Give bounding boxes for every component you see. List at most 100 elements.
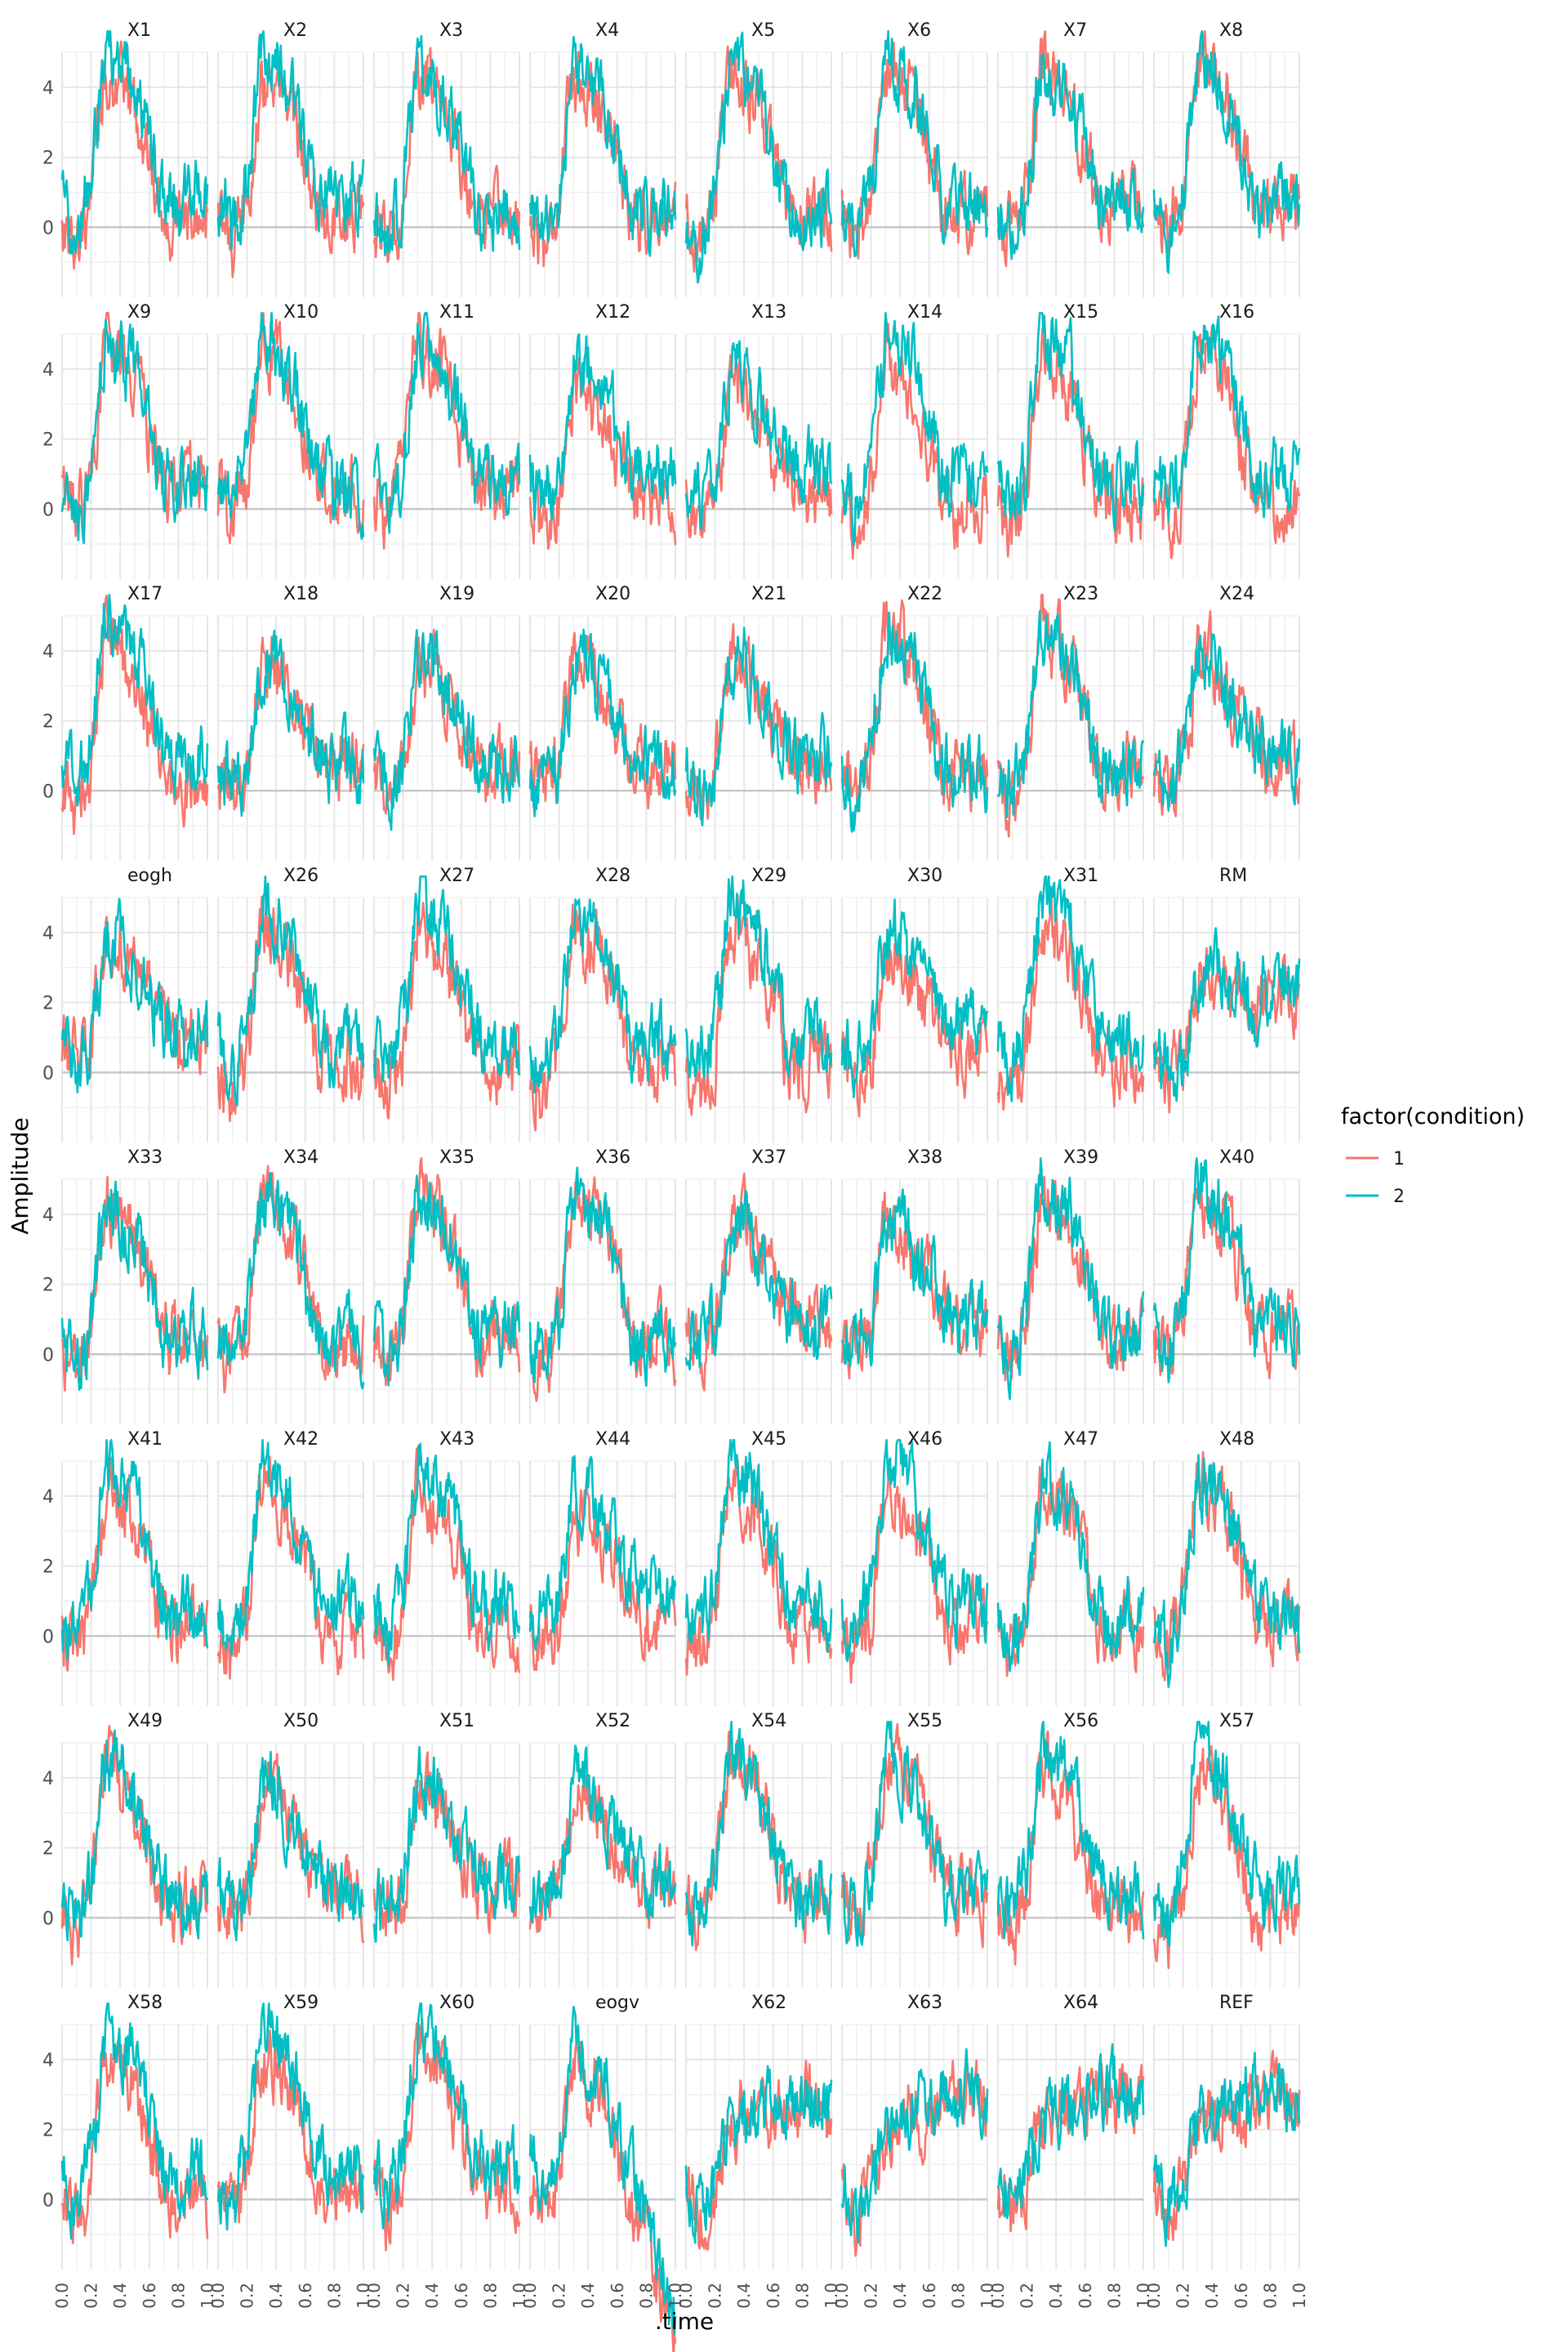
strip-label: X55 xyxy=(907,1711,942,1731)
x-axis-title: .time xyxy=(655,2308,714,2335)
facet-panel-X64 xyxy=(997,2024,1144,2270)
series-line-2-X59 xyxy=(216,2002,365,2231)
series-line-1-REF xyxy=(1152,2049,1301,2242)
series-line-2-X18 xyxy=(216,629,365,817)
series-line-2-eogh xyxy=(60,898,209,1094)
x-tick-label: 1.0 xyxy=(1134,2283,1153,2309)
x-tick-label: 0.0 xyxy=(208,2283,228,2309)
x-tick-label: 0.2 xyxy=(550,2283,569,2309)
series-line-2-X5 xyxy=(684,31,833,284)
series-line-2-X20 xyxy=(528,628,677,817)
y-tick-label: 4 xyxy=(42,642,54,662)
series-line-2-X4 xyxy=(528,35,677,257)
series-line-2-X64 xyxy=(996,2042,1145,2220)
strip-label: X6 xyxy=(907,20,931,41)
x-tick-label: 0.6 xyxy=(140,2283,159,2309)
strip-label: X2 xyxy=(283,20,307,41)
series-line-2-X26 xyxy=(216,875,365,1107)
series-line-2-X9 xyxy=(60,318,209,545)
series-line-2-X19 xyxy=(372,629,521,831)
series-line-2-X40 xyxy=(1152,1157,1301,1383)
strip-label: X11 xyxy=(439,302,474,323)
series-line-1-X3 xyxy=(372,47,521,264)
series-line-1-X43 xyxy=(372,1447,521,1682)
series-line-2-X48 xyxy=(1152,1454,1301,1688)
series-line-2-X55 xyxy=(840,1721,989,1947)
x-tick-label: 0.6 xyxy=(1076,2283,1095,2309)
strip-label: X34 xyxy=(283,1147,318,1168)
strip-label: X10 xyxy=(283,302,318,323)
x-tick-label: 1.0 xyxy=(822,2283,841,2309)
facet-panel-X36 xyxy=(529,1178,676,1424)
strip-label: X59 xyxy=(283,1993,318,2013)
series-line-2-X29 xyxy=(684,875,833,1080)
x-tick-label: 0.2 xyxy=(862,2283,881,2309)
x-tick-label: 0.4 xyxy=(110,2283,130,2309)
y-tick-label: 2 xyxy=(42,430,54,451)
series-line-1-X12 xyxy=(528,356,677,550)
strip-label: X60 xyxy=(439,1993,474,2013)
series-line-2-X1 xyxy=(60,29,209,255)
strip-label: X13 xyxy=(751,302,786,323)
strip-label: X15 xyxy=(1063,302,1098,323)
x-tick-label: 0.6 xyxy=(452,2283,471,2309)
series-line-2-X13 xyxy=(684,340,833,531)
strip-label: X64 xyxy=(1063,1993,1098,2013)
x-tick-label: 1.0 xyxy=(354,2283,373,2309)
x-tick-label: 0.2 xyxy=(82,2283,101,2309)
series-line-1-X44 xyxy=(528,1482,677,1672)
facet-panel-X41 xyxy=(61,1460,208,1706)
series-line-2-X44 xyxy=(528,1454,677,1651)
facet-panel-X63 xyxy=(841,2024,988,2270)
x-tick-label: 0.4 xyxy=(1046,2283,1066,2309)
y-tick-label: 4 xyxy=(42,924,54,944)
x-tick-label: 0.0 xyxy=(52,2283,72,2309)
strip-label: X58 xyxy=(127,1993,163,2013)
series-line-2-X27 xyxy=(372,875,521,1083)
strip-label: X42 xyxy=(283,1429,318,1450)
strip-label: X17 xyxy=(127,584,163,604)
x-tick-label: 1.0 xyxy=(978,2283,997,2309)
strip-label: RM xyxy=(1219,866,1247,886)
y-tick-label: 2 xyxy=(42,712,54,733)
strip-label: X12 xyxy=(595,302,630,323)
facet-panel-RM xyxy=(1153,897,1300,1143)
x-tick-label: 0.6 xyxy=(296,2283,315,2309)
strip-label: X44 xyxy=(595,1429,630,1450)
series-line-1-X16 xyxy=(1152,324,1301,559)
series-line-2-X51 xyxy=(372,1745,521,1944)
y-axis-title: Amplitude xyxy=(7,1117,33,1235)
strip-label: X63 xyxy=(907,1993,942,2013)
facet-panel-X27 xyxy=(373,897,520,1143)
series-line-1-X58 xyxy=(60,2039,209,2245)
series-line-2-X34 xyxy=(216,1172,365,1390)
x-tick-label: 0.0 xyxy=(520,2283,540,2309)
series-line-2-X54 xyxy=(684,1721,833,1947)
x-tick-label: 0.6 xyxy=(1232,2283,1251,2309)
x-tick-label: 0.2 xyxy=(1018,2283,1037,2309)
x-tick-label: 0.8 xyxy=(1104,2283,1124,2309)
facet-panel-X37 xyxy=(685,1178,832,1424)
y-tick-label: 4 xyxy=(42,1769,54,1789)
series-line-2-X31 xyxy=(996,875,1145,1102)
strip-label: X38 xyxy=(907,1147,942,1168)
strip-label: X41 xyxy=(127,1429,163,1450)
x-tick-label: 1.0 xyxy=(666,2283,685,2309)
series-line-2-X47 xyxy=(996,1441,1145,1673)
strip-label: X51 xyxy=(439,1711,474,1731)
facet-panel-X28 xyxy=(529,897,676,1143)
x-tick-label: 0.2 xyxy=(1174,2283,1193,2309)
series-line-2-X33 xyxy=(60,1180,209,1392)
strip-label: eogv xyxy=(595,1993,639,2013)
series-line-2-X42 xyxy=(216,1439,365,1656)
strip-label: X23 xyxy=(1063,584,1098,604)
y-tick-label: 0 xyxy=(42,218,54,238)
series-line-2-X11 xyxy=(372,311,521,534)
series-line-2-X23 xyxy=(996,610,1145,819)
y-tick-label: 4 xyxy=(42,2051,54,2071)
facet-panel-X3 xyxy=(373,51,520,297)
y-tick-label: 0 xyxy=(42,1909,54,1929)
strip-label: X46 xyxy=(907,1429,942,1450)
strip-label: X33 xyxy=(127,1147,163,1168)
